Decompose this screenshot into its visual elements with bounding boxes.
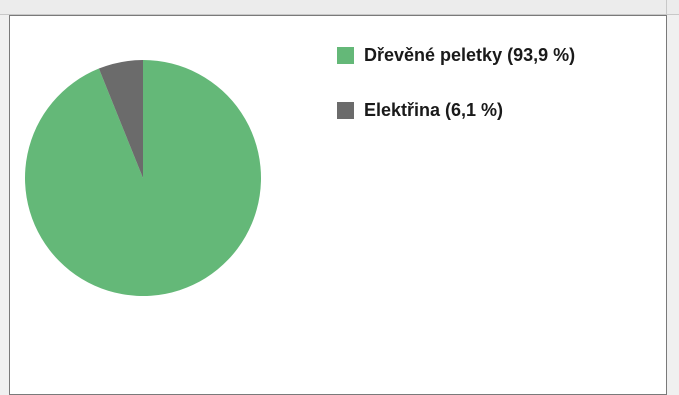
window-top-bar (0, 0, 679, 15)
legend-label-electricity: Elektřina (6,1 %) (364, 99, 504, 120)
legend-item-wood-pellets: Dřevěné peletky (93,9 %) (337, 43, 575, 67)
legend-swatch-electricity (337, 101, 354, 119)
chart-legend: Dřevěné peletky (93,9 %) Elektřina (6,1 … (337, 43, 575, 153)
legend-swatch-wood-pellets (337, 46, 354, 64)
pie-slice-wood-pellets (24, 60, 261, 297)
legend-label-wood-pellets: Dřevěné peletky (93,9 %) (364, 44, 576, 65)
chart-frame: Dřevěné peletky (93,9 %) Elektřina (6,1 … (9, 15, 667, 395)
window-corner (666, 0, 679, 14)
pie-chart (24, 60, 261, 297)
pie-slice-electricity (98, 60, 143, 178)
legend-item-electricity: Elektřina (6,1 %) (337, 98, 575, 122)
